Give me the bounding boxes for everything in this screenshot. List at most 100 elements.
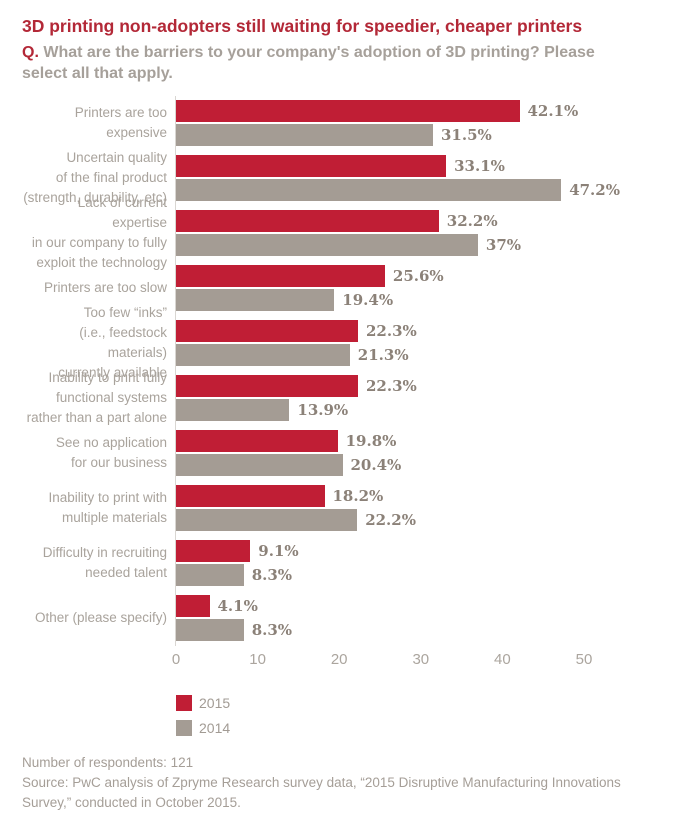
- x-axis-tick-label: 0: [171, 651, 181, 668]
- legend-item-2015: 2015: [176, 695, 682, 711]
- category-label: Inability to print with multiple material…: [22, 485, 175, 531]
- category-label-line: See no application: [55, 435, 167, 450]
- category-label-line: Lack of current expertise: [77, 195, 167, 230]
- bar-line-2014: 8.3%: [176, 564, 299, 586]
- value-label-2015: 22.3%: [366, 322, 417, 340]
- category-label: Uncertain quality of the final product (st…: [22, 150, 175, 205]
- category-label-line: currently available: [58, 365, 167, 380]
- category-label-line: (i.e., feedstock materials): [79, 325, 167, 360]
- category-label-line: in our company to fully: [31, 235, 167, 250]
- chart-legend: 2015 2014: [176, 695, 682, 736]
- bar-pair: 42.1% 31.5%: [175, 100, 578, 146]
- bar-2014: [176, 564, 244, 586]
- bar-line-2015: 22.3%: [176, 320, 417, 342]
- bar-line-2015: 4.1%: [176, 595, 292, 617]
- bar-pair: 18.2% 22.2%: [175, 485, 416, 531]
- category-label: Other (please specify): [22, 595, 175, 641]
- value-label-2014: 19.4%: [342, 291, 394, 309]
- value-label-2015: 33.1%: [454, 157, 505, 175]
- source-note: Source: PwC analysis of Zpryme Research …: [22, 775, 621, 810]
- respondents-note: Number of respondents: 121: [22, 755, 194, 770]
- category-label: Too few “inks” (i.e., feedstock materials…: [22, 305, 175, 380]
- category-label: Printers are too slow: [22, 265, 175, 311]
- legend-item-2014: 2014: [176, 720, 682, 736]
- bar-line-2014: 47.2%: [176, 179, 620, 201]
- x-axis-tick-label: 10: [249, 651, 266, 668]
- chart-row: Lack of current expertise in our company …: [22, 195, 682, 270]
- chart-row: Uncertain quality of the final product (st…: [22, 150, 682, 205]
- bar-2014: [176, 289, 335, 311]
- category-label-line: of the final product: [55, 170, 167, 185]
- value-label-2015: 19.8%: [345, 432, 397, 450]
- value-label-2015: 32.2%: [446, 212, 498, 230]
- bar-line-2014: 19.4%: [176, 289, 444, 311]
- bar-line-2014: 22.2%: [176, 509, 416, 531]
- category-label-line: Inability to print fully: [48, 370, 167, 385]
- category-label: See no application for our business: [22, 430, 175, 476]
- x-axis: 0 10 20 30 40 50: [172, 651, 682, 669]
- bar-line-2015: 32.2%: [176, 210, 521, 232]
- bar-pair: 25.6% 19.4%: [175, 265, 444, 311]
- question-prefix: Q.: [22, 44, 39, 61]
- legend-swatch-2015: [176, 695, 192, 711]
- bar-2015: [176, 100, 520, 122]
- bar-2014: [176, 179, 562, 201]
- bar-2014: [176, 234, 478, 256]
- bar-line-2015: 19.8%: [176, 430, 401, 452]
- bar-line-2014: 8.3%: [176, 619, 292, 641]
- chart-row: Other (please specify) 4.1% 8.3%: [22, 595, 682, 641]
- value-label-2015: 22.3%: [366, 377, 417, 395]
- chart-row: See no application for our business 19.8%…: [22, 430, 682, 476]
- bar-line-2015: 42.1%: [176, 100, 578, 122]
- bar-line-2014: 20.4%: [176, 454, 401, 476]
- value-label-2015: 4.1%: [217, 597, 258, 615]
- value-label-2014: 47.2%: [569, 181, 620, 199]
- legend-swatch-2014: [176, 720, 192, 736]
- category-label: Printers are too expensive: [22, 100, 175, 146]
- category-label-line: functional systems: [55, 390, 167, 405]
- x-axis-tick-label: 50: [575, 651, 593, 668]
- category-label-line: for our business: [70, 455, 167, 470]
- chart-plot-area: Printers are too expensive 42.1% 31.5% U…: [22, 96, 682, 646]
- bar-line-2015: 33.1%: [176, 155, 620, 177]
- value-label-2014: 22.2%: [365, 511, 416, 529]
- bar-2015: [176, 320, 358, 342]
- bar-2015: [176, 540, 251, 562]
- chart-row: Difficulty in recruiting needed talent 9.…: [22, 540, 682, 586]
- category-label: Difficulty in recruiting needed talent: [22, 540, 175, 586]
- value-label-2014: 8.3%: [251, 566, 293, 584]
- bar-pair: 22.3% 21.3%: [175, 320, 417, 366]
- bar-2015: [176, 430, 338, 452]
- bar-pair: 9.1% 8.3%: [175, 540, 299, 586]
- chart-row: Too few “inks” (i.e., feedstock materials…: [22, 305, 682, 380]
- bar-line-2014: 31.5%: [176, 124, 578, 146]
- category-label-line: Other (please specify): [34, 610, 167, 625]
- value-label-2014: 20.4%: [350, 456, 402, 474]
- chart-row: Printers are too expensive 42.1% 31.5%: [22, 100, 682, 146]
- category-label-line: rather than a part alone: [26, 410, 167, 425]
- bar-2015: [176, 485, 325, 507]
- value-label-2014: 8.3%: [251, 621, 293, 639]
- value-label-2014: 13.9%: [297, 401, 349, 419]
- chart-row: Printers are too slow 25.6% 19.4%: [22, 265, 682, 311]
- bar-2015: [176, 265, 385, 287]
- bar-2014: [176, 619, 244, 641]
- bar-2014: [176, 509, 358, 531]
- bar-pair: 33.1% 47.2%: [175, 155, 620, 201]
- survey-question: Q. What are the barriers to your company…: [22, 42, 644, 84]
- x-axis-tick-label: 20: [330, 651, 348, 668]
- bar-line-2014: 13.9%: [176, 399, 417, 421]
- x-axis-tick-label: 30: [412, 651, 430, 668]
- category-label-line: Inability to print with: [48, 490, 167, 505]
- category-label-line: Printers are too slow: [43, 280, 167, 295]
- category-label-line: multiple materials: [61, 510, 167, 525]
- bar-2014: [176, 124, 433, 146]
- category-label: Inability to print fully functional syste…: [22, 370, 175, 425]
- chart-footer: Number of respondents: 121 Source: PwC a…: [22, 753, 682, 813]
- bar-2014: [176, 399, 290, 421]
- value-label-2014: 21.3%: [357, 346, 409, 364]
- bar-2014: [176, 344, 350, 366]
- category-label-line: Difficulty in recruiting: [42, 545, 167, 560]
- category-label-line: needed talent: [85, 565, 167, 580]
